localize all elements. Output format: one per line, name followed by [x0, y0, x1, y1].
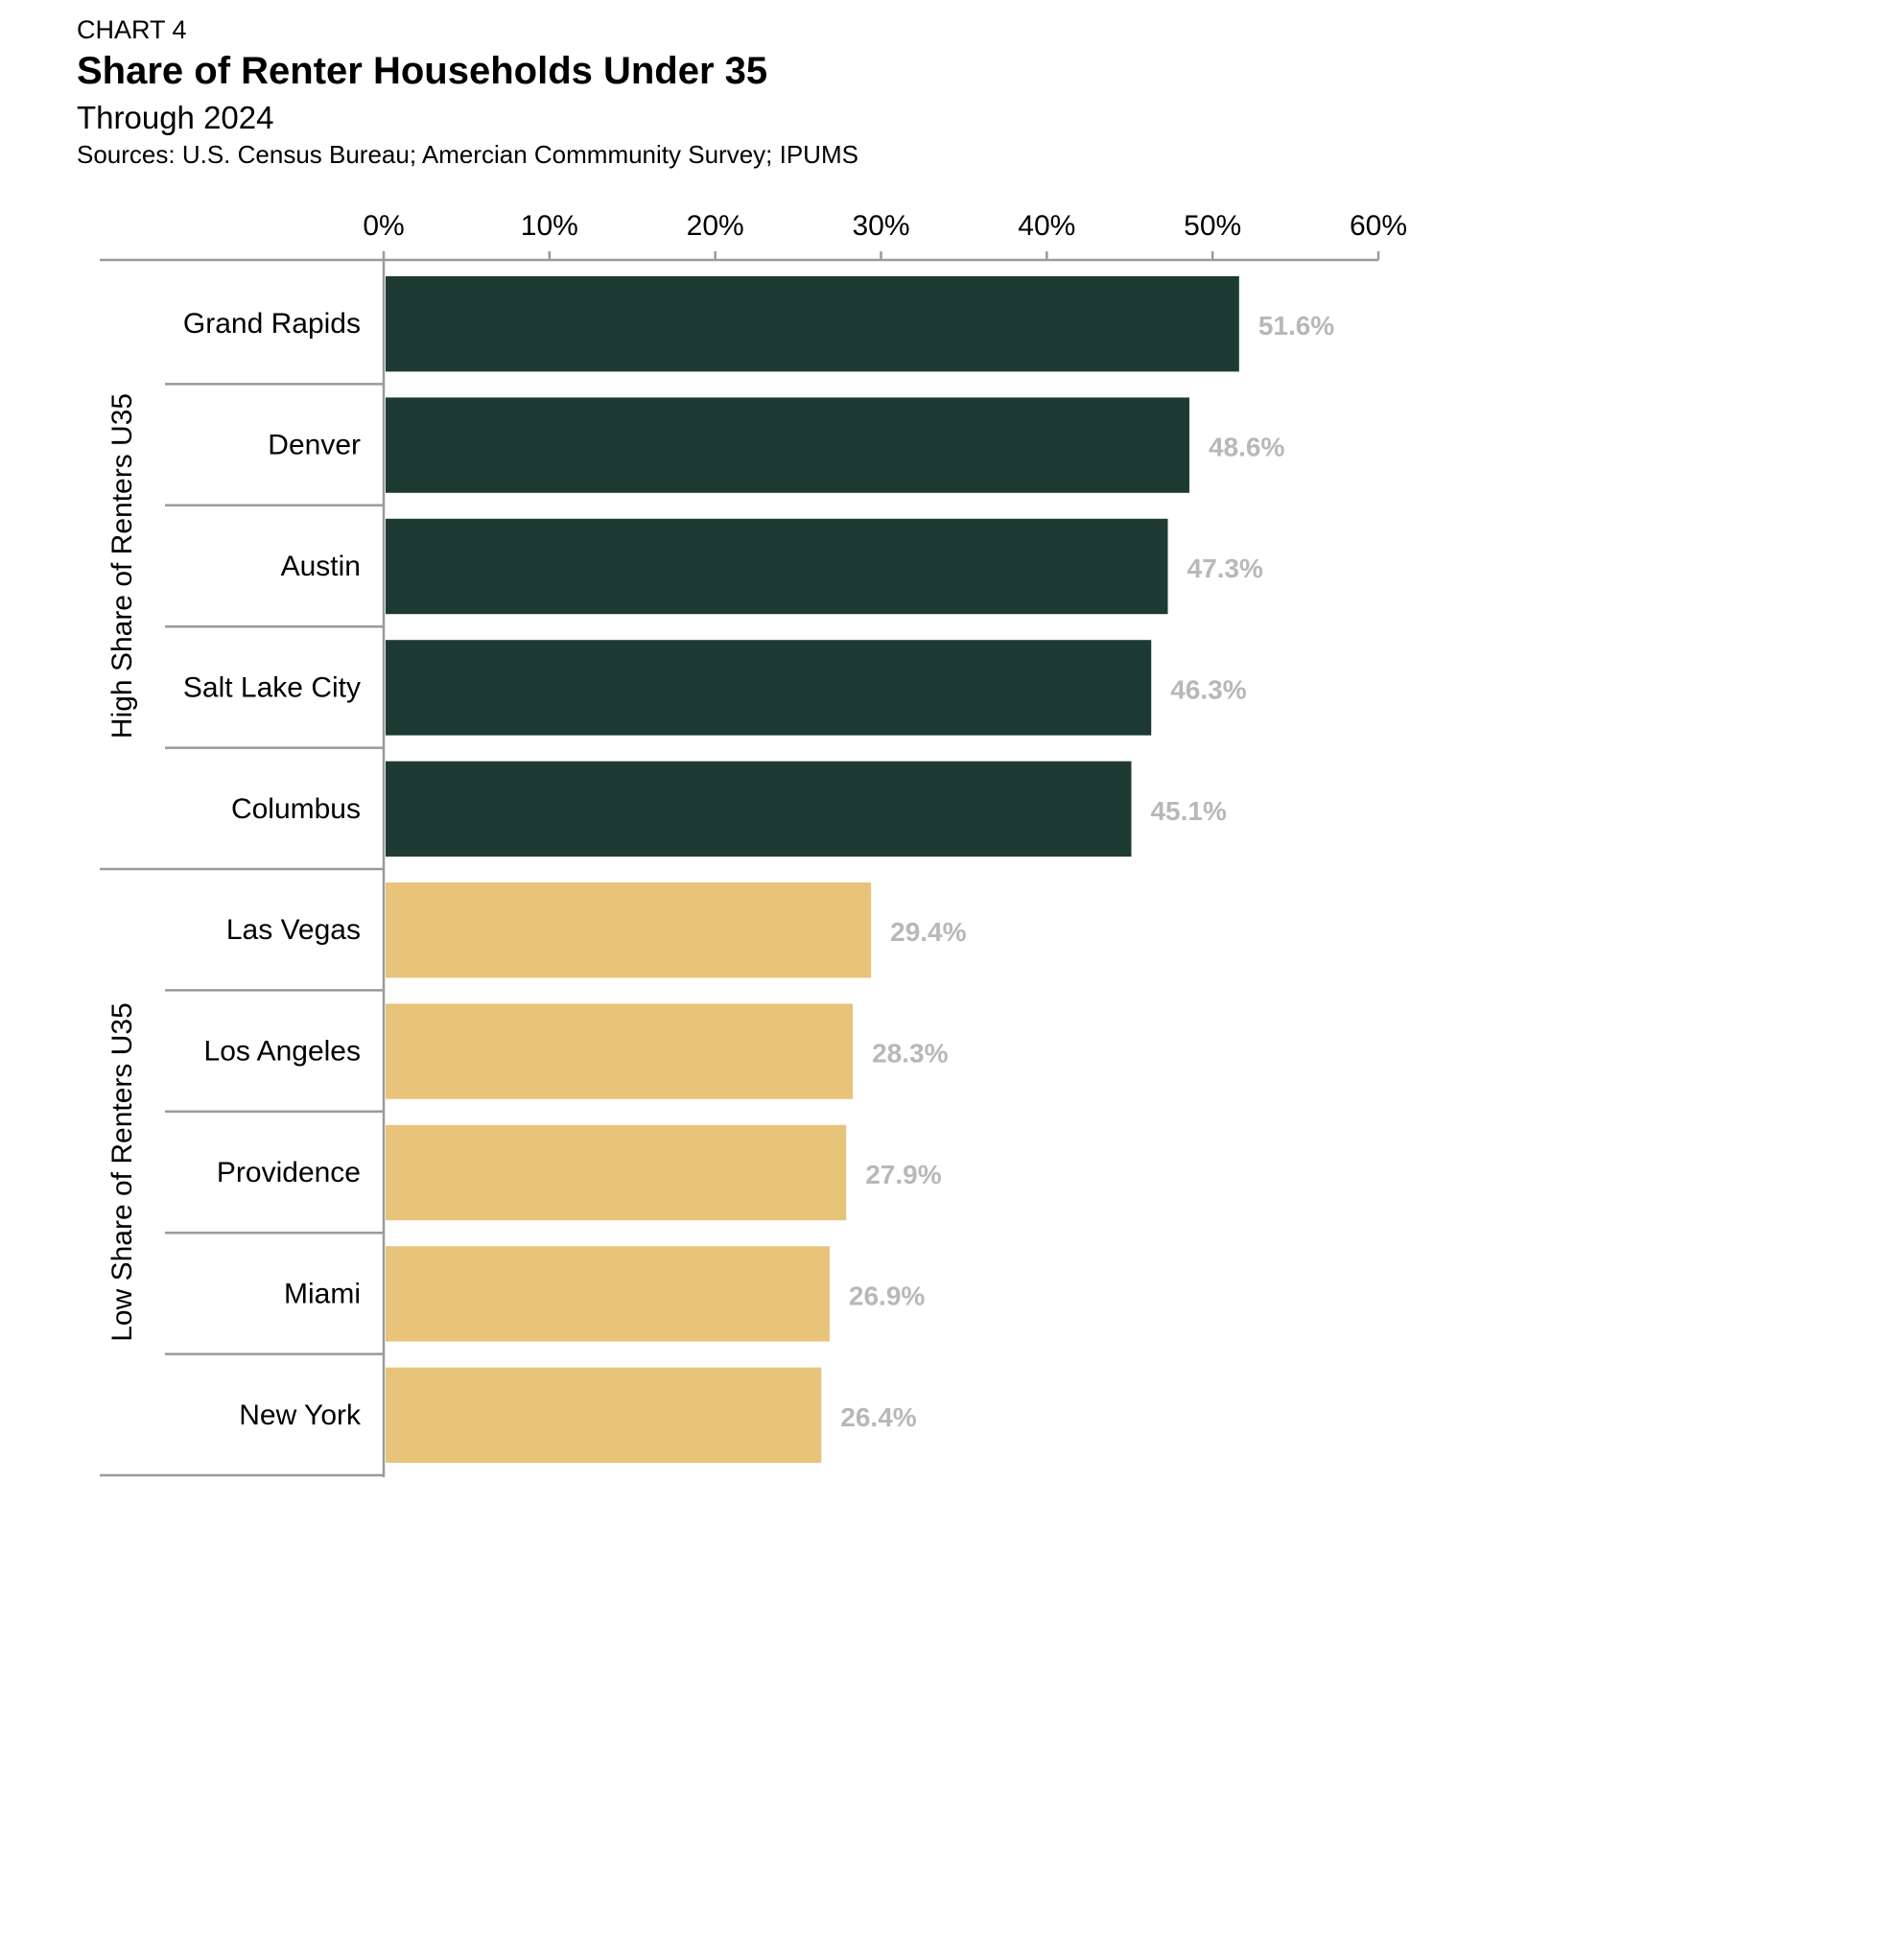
data-label: 28.3% [872, 1039, 948, 1069]
category-label: Salt Lake City [183, 671, 361, 703]
category-label: Los Angeles [204, 1036, 361, 1068]
data-label: 47.3% [1187, 553, 1263, 583]
category-label: Austin [281, 551, 361, 582]
data-label: 51.6% [1258, 311, 1334, 341]
x-tick-label: 20% [687, 210, 744, 242]
bar-chart: 0% 10% 20% 30% 40% 50% 60% Grand Rapids 51.6% Den… [100, 210, 1407, 1477]
bar [386, 882, 872, 978]
category-label: Providence [217, 1157, 361, 1188]
category-label: New York [239, 1399, 362, 1431]
bar [386, 1246, 830, 1342]
x-tick-label: 30% [852, 210, 909, 242]
bar [386, 640, 1152, 736]
x-tick-label: 10% [521, 210, 578, 242]
bar [386, 276, 1239, 372]
chart-sources: Sources: U.S. Census Bureau; Amercian Co… [77, 140, 858, 169]
group-label: Low Share of Renters U35 [106, 1002, 138, 1342]
bar [386, 1367, 822, 1463]
bar [386, 1003, 854, 1099]
data-label: 27.9% [865, 1160, 941, 1189]
data-label: 46.3% [1170, 674, 1246, 704]
category-label: Columbus [231, 793, 361, 825]
bar [386, 1124, 847, 1221]
category-label: Denver [268, 430, 361, 461]
data-label: 26.4% [840, 1402, 916, 1432]
chart-title: Share of Renter Households Under 35 [77, 50, 768, 92]
data-label: 29.4% [890, 917, 966, 947]
bar [386, 397, 1189, 493]
category-label: Grand Rapids [183, 308, 361, 340]
x-tick-label: 0% [363, 210, 404, 242]
data-label: 45.1% [1150, 796, 1226, 826]
data-label: 48.6% [1209, 433, 1284, 462]
x-tick-label: 60% [1350, 210, 1407, 242]
chart-number-label: CHART 4 [77, 15, 187, 44]
chart-subtitle: Through 2024 [77, 100, 274, 135]
bar [386, 518, 1168, 615]
x-tick-label: 50% [1184, 210, 1241, 242]
x-tick-label: 40% [1018, 210, 1075, 242]
data-label: 26.9% [849, 1281, 925, 1310]
group-label: High Share of Renters U35 [106, 393, 138, 739]
category-label: Miami [284, 1278, 361, 1309]
bar [386, 761, 1132, 857]
category-label: Las Vegas [226, 914, 361, 946]
